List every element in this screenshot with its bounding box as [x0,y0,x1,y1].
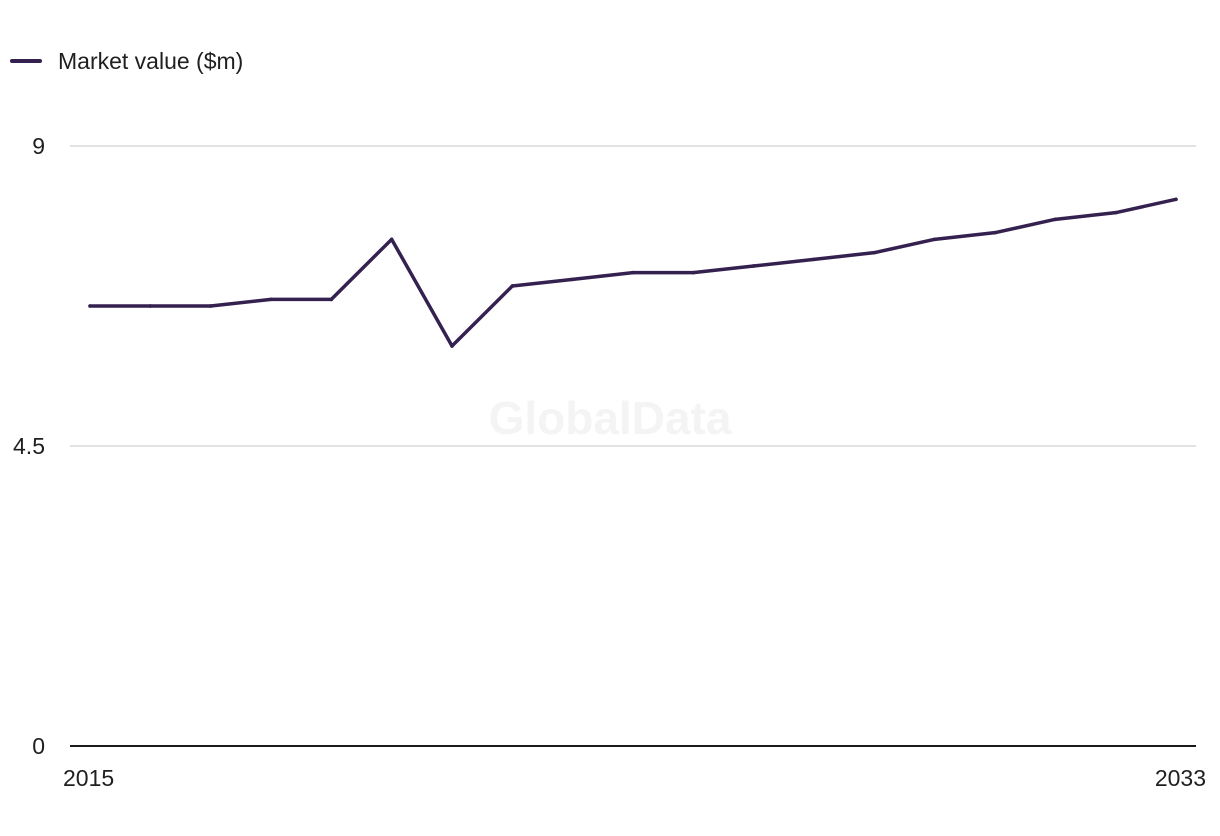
data-point-2018 [269,297,273,302]
watermark: GlobalData [489,392,732,444]
legend-label: Market value ($m) [58,47,244,74]
series-segment-2023-2024 [570,270,635,282]
series-segment-2032-2033 [1113,197,1178,215]
series-segment-2030-2031 [993,217,1058,235]
data-point-2033 [1174,197,1178,202]
data-point-2017 [208,304,213,308]
chart-legend: Market value ($m) [10,46,243,76]
y-tick-label-0: 0 [32,733,45,759]
series-lines [88,197,1178,348]
x-tick-label-1: 2033 [1155,765,1206,791]
series-segment-2021-2022 [450,284,515,348]
series-segment-2025-2026 [691,264,756,275]
data-point-2025 [691,270,696,275]
y-tick-label-1: 4.5 [13,433,45,459]
data-point-2031 [1053,217,1058,222]
data-point-2023 [570,277,575,282]
y-tick-labels: 04.59 [13,133,45,759]
watermark-text: GlobalData [489,392,732,444]
series-points [88,197,1178,348]
data-point-2024 [631,270,635,275]
series-segment-2028-2029 [872,237,937,255]
data-point-2027 [812,257,816,262]
series-segment-2029-2030 [932,230,997,242]
data-point-2030 [993,230,997,235]
series-segment-2020-2021 [389,237,454,348]
series-segment-2026-2027 [751,257,816,268]
series-segment-2019-2020 [329,237,394,302]
gridlines [70,145,1196,447]
data-point-2020 [389,237,394,242]
data-point-2019 [329,297,334,302]
data-point-2021 [450,344,454,348]
y-tick-label-2: 9 [32,133,45,159]
x-tick-label-0: 2015 [63,765,114,791]
series-segment-2022-2023 [510,277,575,288]
data-point-2032 [1113,210,1118,215]
data-point-2026 [751,264,756,268]
data-point-2016 [148,304,153,308]
data-point-2015 [88,304,92,308]
data-point-2022 [510,284,515,288]
x-tick-labels: 2015 2033 [63,765,1206,791]
legend-swatch [10,59,42,63]
data-point-2029 [932,237,937,242]
series-segment-2017-2018 [208,297,273,308]
series-segment-2027-2028 [812,250,877,262]
series-segment-2031-2032 [1053,210,1118,222]
data-point-2028 [872,250,877,255]
